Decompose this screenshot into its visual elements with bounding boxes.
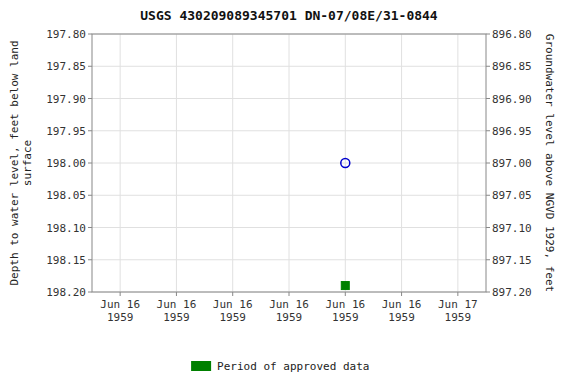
tick-label: 896.90 [492, 93, 532, 106]
grid [92, 34, 486, 292]
tick [486, 292, 490, 293]
tick-label: 197.85 [46, 60, 86, 73]
tick [88, 227, 92, 228]
grid-line [345, 34, 346, 292]
tick [232, 292, 233, 296]
legend-swatch [191, 361, 211, 371]
tick-label: 897.05 [492, 189, 532, 202]
tick [486, 130, 490, 131]
tick-label: Jun 171959 [438, 298, 478, 324]
tick-label: 897.20 [492, 286, 532, 299]
tick-label: Jun 161959 [269, 298, 309, 324]
tick [176, 292, 177, 296]
tick [401, 292, 402, 296]
y-axis: 197.80 197.85 197.90 197.95 198.00 198.05 198.… [46, 28, 92, 299]
grid-line [176, 34, 177, 292]
tick-label: Jun 161959 [100, 298, 140, 324]
title: USGS 430209089345701 DN-07/08E/31-0844 [140, 8, 438, 23]
background [0, 0, 576, 384]
tick-label: Jun 161959 [157, 298, 197, 324]
y2-label: Groundwater level above NGVD 1929, feet [543, 34, 556, 292]
chart: 197.80 197.85 197.90 197.95 198.00 198.05 198.… [0, 0, 576, 384]
tick-label: 896.80 [492, 28, 532, 41]
tick-label: Jun 161959 [325, 298, 365, 324]
tick [289, 292, 290, 296]
tick-label: Jun 161959 [213, 298, 253, 324]
tick-label: 197.90 [46, 93, 86, 106]
point [341, 282, 349, 290]
tick-label: 197.95 [46, 125, 86, 138]
tick [457, 292, 458, 296]
x-axis: Jun 161959 Jun 161959 Jun 161959 Jun 161959… [100, 292, 477, 324]
tick-label: 897.15 [492, 254, 532, 267]
tick [486, 34, 490, 35]
tick-label: 198.05 [46, 189, 86, 202]
plot-frame [92, 34, 486, 292]
tick-label: 897.00 [492, 157, 532, 170]
tick [88, 66, 92, 67]
grid-line [401, 34, 402, 292]
tick [486, 66, 490, 67]
grid-line [232, 34, 233, 292]
tick-label: 897.10 [492, 222, 532, 235]
y2-axis: 897.20 897.15 897.10 897.05 897.00 896.95 896.… [486, 28, 532, 299]
tick [486, 227, 490, 228]
tick [88, 34, 92, 35]
point [341, 159, 350, 168]
tick-label: 198.15 [46, 254, 86, 267]
tick-label: 198.10 [46, 222, 86, 235]
tick [120, 292, 121, 296]
tick-label: 896.95 [492, 125, 532, 138]
grid-line [457, 34, 458, 292]
y2-label-group: Groundwater level above NGVD 1929, feet [543, 34, 556, 292]
tick [88, 98, 92, 99]
tick-label: 198.00 [46, 157, 86, 170]
tick-label: 198.20 [46, 286, 86, 299]
tick [345, 292, 346, 296]
tick [88, 259, 92, 260]
grid-line [120, 34, 121, 292]
tick [88, 292, 92, 293]
marks [341, 159, 350, 290]
y-label: Depth to water level, feet below landsur… [8, 40, 34, 285]
tick-label: 896.85 [492, 60, 532, 73]
y-label-group: Depth to water level, feet below landsur… [8, 40, 34, 285]
tick-label: 197.80 [46, 28, 86, 41]
tick [486, 259, 490, 260]
legend-label: Period of approved data [217, 360, 369, 373]
grid-line [289, 34, 290, 292]
tick [88, 163, 92, 164]
tick [486, 195, 490, 196]
legend: Period of approved data [191, 360, 369, 373]
tick [88, 130, 92, 131]
tick [486, 163, 490, 164]
tick [486, 98, 490, 99]
tick-label: Jun 161959 [382, 298, 422, 324]
tick [88, 195, 92, 196]
